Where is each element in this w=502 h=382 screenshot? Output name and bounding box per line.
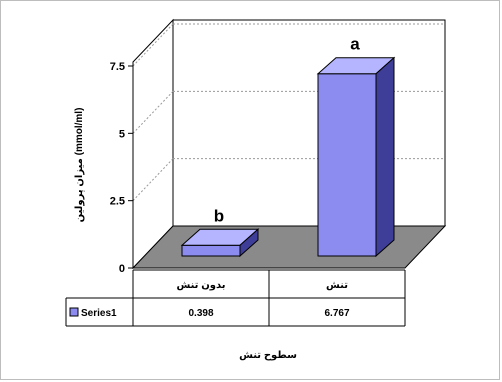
y-axis: 0 2.5 5 7.5 [110, 61, 134, 275]
significance-letter: b [214, 206, 224, 225]
y-tick-label: 7.5 [110, 61, 125, 73]
bars [180, 56, 396, 258]
gridline-side [132, 90, 174, 134]
gridlines [132, 23, 445, 202]
x-axis-title: سطوح تنش [239, 350, 297, 361]
y-tick-label: 2.5 [110, 196, 125, 208]
legend-key [69, 307, 79, 317]
y-axis-title: میزان پرولین (mmol/ml) [74, 108, 85, 223]
chart-floor [131, 225, 447, 269]
bar-front [317, 73, 377, 257]
data-table-value: 0.398 [188, 308, 213, 319]
x-tick-label: بدون تنش [176, 280, 225, 291]
data-table-value: 6.767 [324, 308, 349, 319]
y-tick-label: 0 [119, 263, 125, 275]
gridline-side [132, 158, 174, 202]
bar-front [181, 244, 241, 257]
y-tick-label: 5 [119, 128, 125, 140]
x-tick-label: تنش [326, 280, 348, 291]
chart-back-wall [172, 19, 446, 227]
bar-side [375, 56, 395, 258]
annotations: ba [214, 35, 360, 226]
data-table: بدون تنش تنش Series1 0.398 6.767 [65, 269, 406, 327]
legend-label: Series1 [81, 308, 117, 319]
significance-letter: a [350, 35, 360, 54]
chart-side-wall [132, 18, 174, 270]
bar-side [239, 228, 259, 258]
gridline-side [132, 23, 174, 67]
